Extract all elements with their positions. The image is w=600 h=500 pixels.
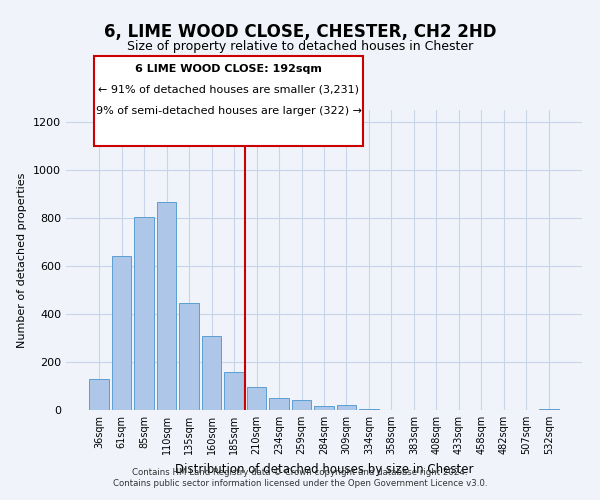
Bar — [202, 336, 221, 410]
Bar — [337, 404, 356, 410]
Bar — [157, 202, 176, 410]
Text: Contains HM Land Registry data © Crown copyright and database right 2024.
Contai: Contains HM Land Registry data © Crown c… — [113, 468, 487, 487]
X-axis label: Distribution of detached houses by size in Chester: Distribution of detached houses by size … — [175, 462, 473, 475]
Y-axis label: Number of detached properties: Number of detached properties — [17, 172, 28, 348]
Bar — [314, 406, 334, 410]
Text: 6, LIME WOOD CLOSE, CHESTER, CH2 2HD: 6, LIME WOOD CLOSE, CHESTER, CH2 2HD — [104, 22, 496, 40]
Bar — [247, 387, 266, 410]
Bar — [134, 217, 154, 410]
Text: 9% of semi-detached houses are larger (322) →: 9% of semi-detached houses are larger (3… — [95, 106, 362, 116]
Text: ← 91% of detached houses are smaller (3,231): ← 91% of detached houses are smaller (3,… — [98, 84, 359, 94]
Text: Size of property relative to detached houses in Chester: Size of property relative to detached ho… — [127, 40, 473, 53]
Bar — [179, 303, 199, 410]
Bar — [539, 409, 559, 410]
Text: 6 LIME WOOD CLOSE: 192sqm: 6 LIME WOOD CLOSE: 192sqm — [135, 64, 322, 74]
Bar — [292, 400, 311, 410]
Bar — [112, 256, 131, 410]
Bar — [224, 372, 244, 410]
Bar — [89, 379, 109, 410]
Bar — [359, 409, 379, 410]
Bar — [269, 398, 289, 410]
FancyBboxPatch shape — [94, 56, 363, 146]
